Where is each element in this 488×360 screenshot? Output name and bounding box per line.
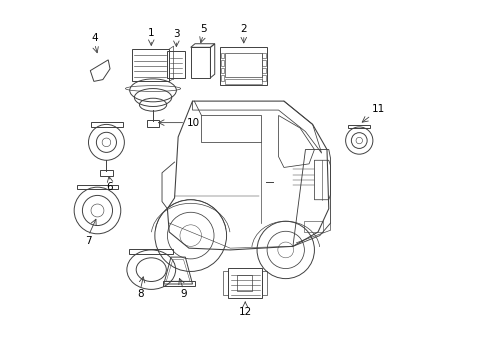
Bar: [224, 78, 261, 84]
Bar: [77, 185, 118, 189]
Bar: [221, 60, 224, 66]
Bar: [262, 53, 265, 58]
Bar: [221, 53, 224, 58]
Bar: [262, 271, 266, 295]
Text: 11: 11: [371, 104, 385, 114]
Text: 6: 6: [106, 182, 113, 192]
Bar: [129, 249, 173, 253]
Bar: [224, 53, 261, 77]
Bar: [163, 281, 195, 286]
Bar: [223, 271, 228, 295]
Bar: [220, 47, 266, 85]
Text: 9: 9: [180, 289, 186, 300]
Bar: [262, 60, 265, 66]
Text: 5: 5: [200, 24, 206, 34]
Bar: [228, 268, 262, 298]
Text: 4: 4: [91, 33, 98, 42]
Text: 3: 3: [173, 29, 179, 39]
Bar: [190, 47, 210, 78]
Bar: [167, 51, 184, 78]
Bar: [131, 49, 169, 81]
Bar: [348, 125, 369, 129]
Text: 2: 2: [240, 24, 246, 34]
Bar: [303, 221, 323, 232]
Text: 12: 12: [238, 307, 251, 316]
Text: 8: 8: [137, 289, 143, 300]
Bar: [262, 68, 265, 73]
Text: 10: 10: [187, 118, 200, 128]
Bar: [221, 75, 224, 81]
Text: 7: 7: [85, 235, 92, 246]
Bar: [91, 122, 123, 127]
Bar: [100, 170, 112, 176]
Text: 1: 1: [148, 28, 154, 39]
Bar: [147, 120, 159, 127]
Bar: [221, 68, 224, 73]
Bar: [237, 275, 251, 291]
Bar: [262, 75, 265, 81]
